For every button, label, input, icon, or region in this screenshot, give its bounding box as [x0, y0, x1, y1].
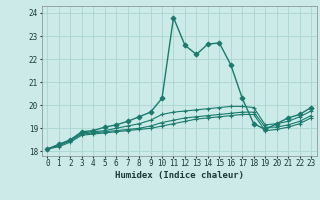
- X-axis label: Humidex (Indice chaleur): Humidex (Indice chaleur): [115, 171, 244, 180]
